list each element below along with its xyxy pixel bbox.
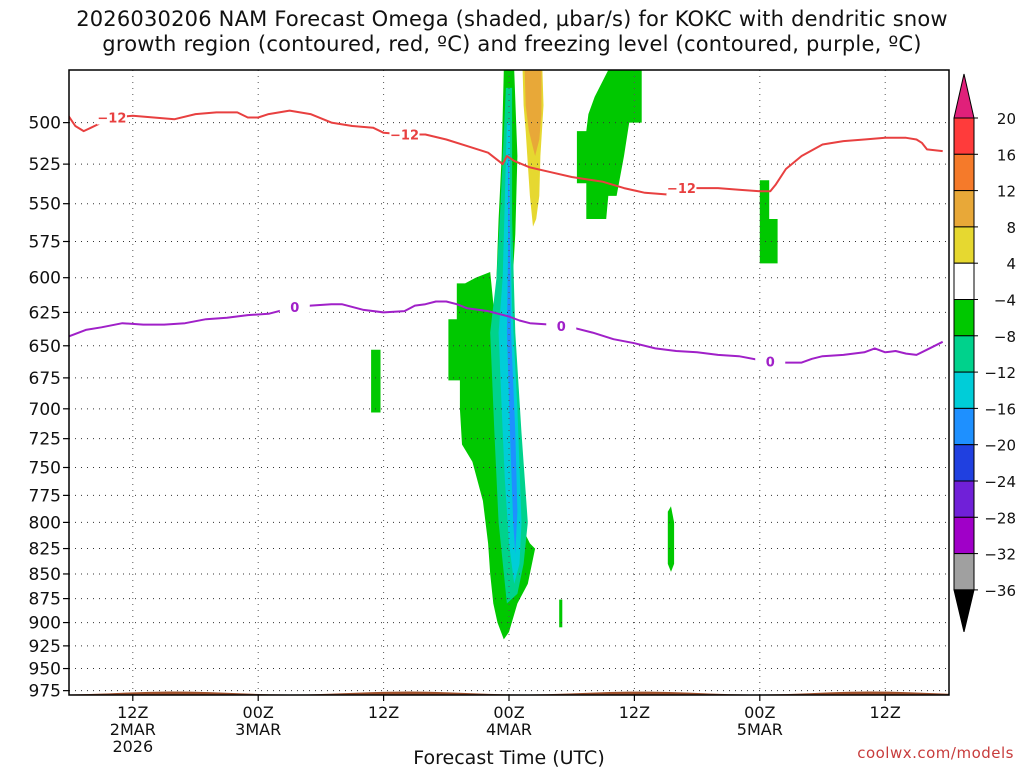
contour-label: −12 [667,182,696,197]
colorbar-label: −4 [994,292,1016,310]
colorbar-swatch [953,335,975,373]
colorbar-swatch [953,407,975,446]
chart-title-line-1: 2026030206 NAM Forecast Omega (shaded, µ… [76,7,948,31]
contour-label-bg [389,126,420,142]
contour-label: 0 [766,355,775,370]
y-tick-label: 525 [29,155,61,175]
source-credit: coolwx.com/models [857,744,1014,762]
contour-label-bg [755,353,786,369]
colorbar-label: 16 [997,146,1016,164]
y-tick-label: 950 [29,660,61,680]
y-tick-label: 875 [29,590,61,610]
x-tick-label: 3MAR [235,720,281,739]
colorbar-label: −32 [984,546,1016,564]
x-tick-label: 12Z [870,703,901,722]
colorbar-swatch [953,153,975,192]
colorbar-label: −16 [984,400,1016,418]
y-tick-label: 725 [29,430,61,450]
colorbar-swatch [953,553,975,591]
x-tick-label: 2MAR [110,720,156,739]
contour-label-bg [96,109,127,125]
y-tick-label: 850 [29,565,61,585]
omega-region-10 [559,599,563,628]
colorbar: 20 16 12 8 4 −4 −8 −12 −16 −20 −24 −28 −32 −36 [953,73,1016,633]
y-tick-label: 800 [29,513,61,533]
y-tick-label: 925 [29,637,61,657]
y-tick-label: 650 [29,337,61,357]
colorbar-label: 8 [1006,219,1016,237]
omega-region-7 [759,180,778,264]
omega-region-12 [524,70,542,156]
omega-region-9 [667,506,675,572]
y-tick-label: 975 [29,682,61,702]
x-tick-label: 4MAR [486,720,532,739]
y-tick-label: 750 [29,458,61,478]
colorbar-top-arrow [953,73,975,119]
contour-label: −12 [97,112,126,127]
colorbar-bottom-arrow [953,589,975,633]
omega-region-6 [576,70,642,219]
x-axis-title: Forecast Time (UTC) [413,747,604,768]
y-tick-label: 675 [29,369,61,389]
colorbar-label: −20 [984,437,1016,455]
contour-layer: −12 −12 −12 0 0 0 [69,109,944,370]
colorbar-label: −36 [984,582,1016,600]
colorbar-swatch [953,516,975,555]
colorbar-label: −28 [984,509,1016,527]
grid-layer [69,70,949,695]
x-tick-label: 00Z [744,703,775,722]
colorbar-label: 12 [997,183,1016,201]
x-tick-label: 00Z [243,703,274,722]
x-tick-label: 5MAR [737,720,783,739]
colorbar-swatch [953,480,975,518]
colorbar-label: −24 [984,473,1016,491]
y-tick-label: 575 [29,233,61,253]
colorbar-swatch [953,444,975,482]
colorbar-swatch [953,226,975,264]
contour-label: 0 [290,301,299,316]
colorbar-label: 4 [1006,255,1016,273]
omega-region-8 [371,349,381,413]
contour-label: 0 [557,320,566,335]
y-tick-label: 900 [29,614,61,634]
omega-region-5 [506,156,518,554]
y-tick-label: 775 [29,486,61,506]
contour-line-1 [69,109,943,196]
colorbar-label: −12 [984,364,1016,382]
x-tick-label: 00Z [493,703,524,722]
pressure-axis: 500 525 550 575 600 625 650 675 700 725 750 775 800 8… [29,114,69,702]
colorbar-swatch [953,371,975,409]
contour-label-bg [279,298,310,314]
x-tick-label: 12Z [117,703,148,722]
colorbar-label: 20 [997,110,1016,128]
colorbar-swatch [953,262,975,301]
y-tick-label: 550 [29,195,61,215]
chart-title-line-2: growth region (contoured, red, ºC) and f… [102,32,922,56]
y-tick-label: 500 [29,114,61,134]
contour-label-bg [666,180,697,196]
y-tick-label: 600 [29,269,61,289]
x-tick-label: 2026 [112,737,153,756]
colorbar-swatch [953,117,975,155]
colorbar-label: −8 [994,328,1016,346]
y-tick-label: 625 [29,303,61,323]
colorbar-swatch [953,190,975,228]
contour-label-bg [546,317,577,333]
contour-line-2 [69,300,944,364]
colorbar-swatch [953,299,975,337]
x-tick-label: 12Z [368,703,399,722]
contour-label: −12 [390,128,419,143]
y-tick-label: 700 [29,400,61,420]
x-tick-label: 12Z [619,703,650,722]
y-tick-label: 825 [29,540,61,560]
omega-shading-layer [371,70,778,640]
